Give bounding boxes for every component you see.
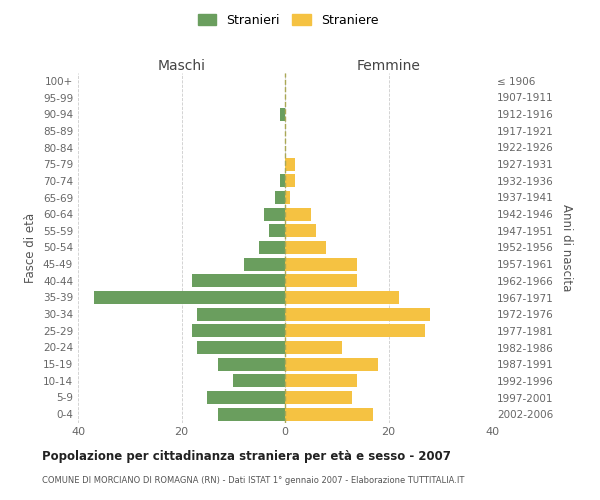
Bar xyxy=(285,391,352,404)
Bar xyxy=(285,258,358,270)
Bar xyxy=(269,224,285,237)
Bar xyxy=(218,408,285,420)
Bar xyxy=(265,208,285,220)
Bar xyxy=(285,408,373,420)
Text: Maschi: Maschi xyxy=(157,58,205,72)
Bar xyxy=(94,291,285,304)
Bar xyxy=(285,308,430,320)
Bar xyxy=(280,174,285,188)
Bar xyxy=(218,358,285,370)
Text: Femmine: Femmine xyxy=(356,58,421,72)
Bar xyxy=(285,241,326,254)
Bar xyxy=(285,158,295,170)
Bar xyxy=(197,341,285,354)
Y-axis label: Anni di nascita: Anni di nascita xyxy=(560,204,573,291)
Bar xyxy=(233,374,285,388)
Bar xyxy=(192,324,285,338)
Bar xyxy=(285,274,358,287)
Bar xyxy=(285,291,399,304)
Bar xyxy=(285,208,311,220)
Text: COMUNE DI MORCIANO DI ROMAGNA (RN) - Dati ISTAT 1° gennaio 2007 - Elaborazione T: COMUNE DI MORCIANO DI ROMAGNA (RN) - Dat… xyxy=(42,476,464,485)
Bar xyxy=(197,308,285,320)
Bar xyxy=(208,391,285,404)
Bar xyxy=(285,224,316,237)
Y-axis label: Fasce di età: Fasce di età xyxy=(25,212,37,282)
Bar xyxy=(285,191,290,204)
Bar xyxy=(285,324,425,338)
Bar xyxy=(280,108,285,120)
Bar xyxy=(285,358,378,370)
Bar xyxy=(275,191,285,204)
Bar xyxy=(285,341,342,354)
Bar xyxy=(259,241,285,254)
Bar xyxy=(192,274,285,287)
Bar xyxy=(244,258,285,270)
Bar xyxy=(285,374,358,388)
Legend: Stranieri, Straniere: Stranieri, Straniere xyxy=(193,8,383,32)
Text: Popolazione per cittadinanza straniera per età e sesso - 2007: Popolazione per cittadinanza straniera p… xyxy=(42,450,451,463)
Bar xyxy=(285,174,295,188)
